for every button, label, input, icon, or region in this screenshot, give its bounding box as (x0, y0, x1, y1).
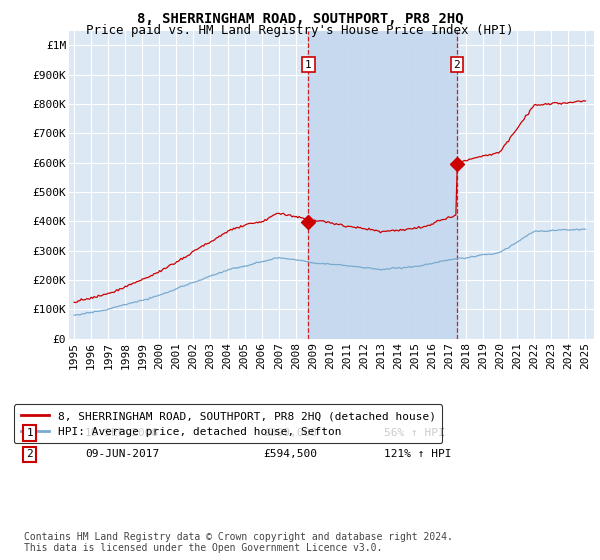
Text: £594,500: £594,500 (263, 449, 317, 459)
Text: 10-SEP-2008: 10-SEP-2008 (85, 428, 159, 438)
Text: Contains HM Land Registry data © Crown copyright and database right 2024.
This d: Contains HM Land Registry data © Crown c… (24, 531, 453, 553)
Text: 2: 2 (26, 449, 33, 459)
Text: 1: 1 (305, 60, 312, 69)
Text: 121% ↑ HPI: 121% ↑ HPI (384, 449, 452, 459)
Bar (308, 31, 457, 339)
Text: 8, SHERRINGHAM ROAD, SOUTHPORT, PR8 2HQ: 8, SHERRINGHAM ROAD, SOUTHPORT, PR8 2HQ (137, 12, 463, 26)
Legend: 8, SHERRINGHAM ROAD, SOUTHPORT, PR8 2HQ (detached house), HPI: Average price, de: 8, SHERRINGHAM ROAD, SOUTHPORT, PR8 2HQ … (14, 404, 442, 444)
Text: 1: 1 (26, 428, 33, 438)
Text: 09-JUN-2017: 09-JUN-2017 (85, 449, 159, 459)
Text: 56% ↑ HPI: 56% ↑ HPI (384, 428, 445, 438)
Text: Price paid vs. HM Land Registry's House Price Index (HPI): Price paid vs. HM Land Registry's House … (86, 24, 514, 36)
Text: £399,000: £399,000 (263, 428, 317, 438)
Text: 2: 2 (454, 60, 460, 69)
